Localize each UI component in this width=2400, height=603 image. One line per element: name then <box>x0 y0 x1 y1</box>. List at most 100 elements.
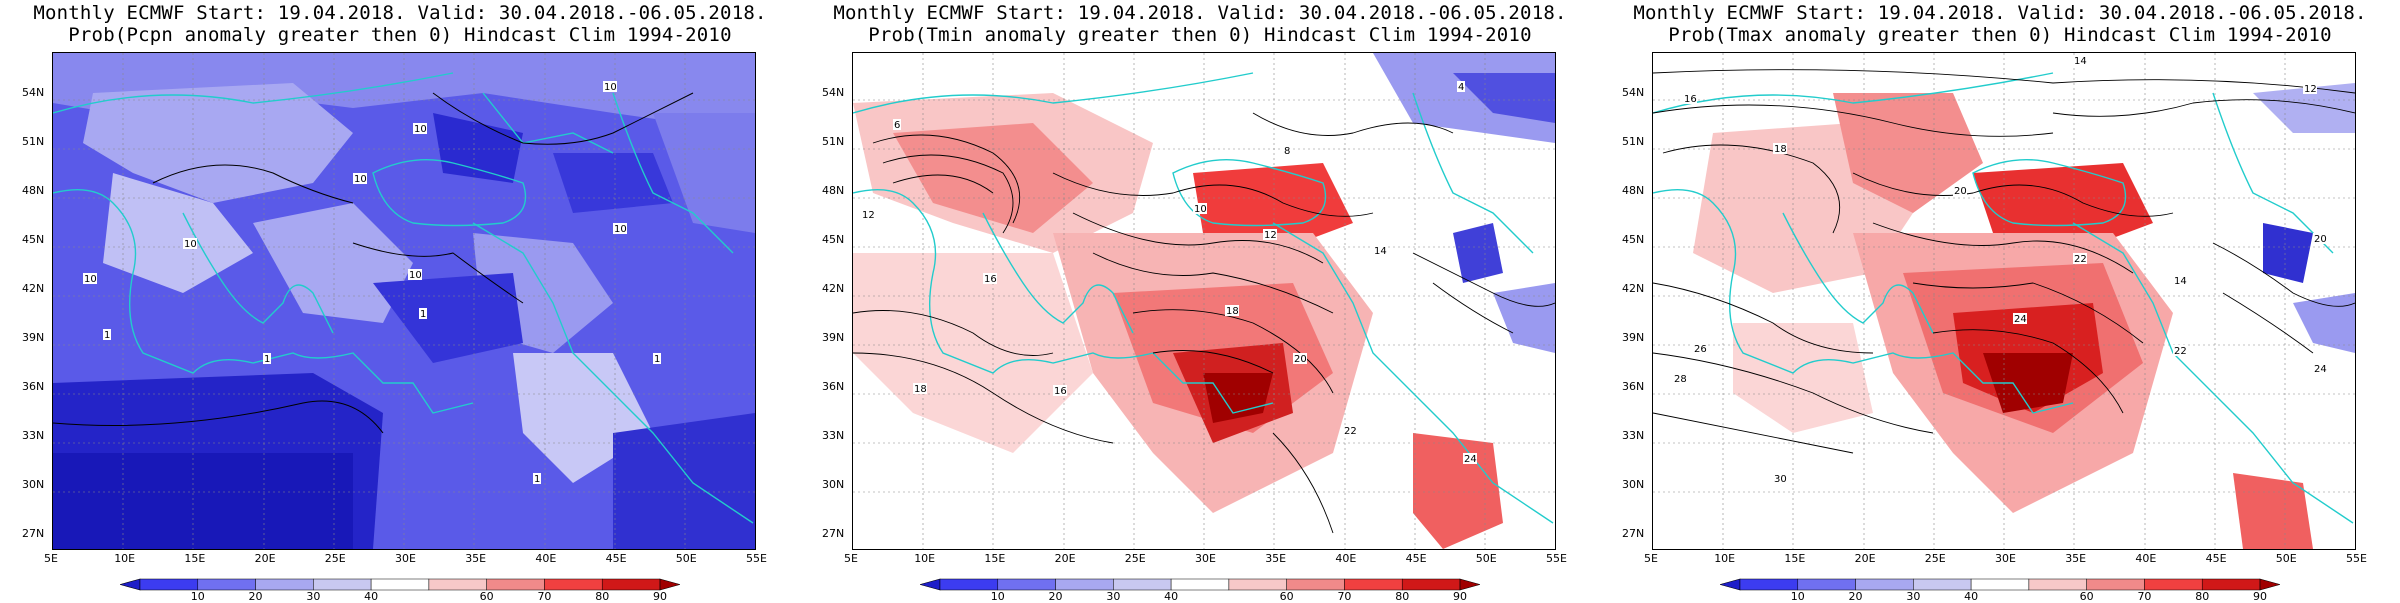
svg-text:12: 12 <box>2304 84 2317 95</box>
lon-label: 30E <box>1195 552 1216 565</box>
colorbar-segment <box>544 578 603 591</box>
lat-label: 36N <box>822 380 845 393</box>
precip-map-svg: 10 10 10 10 1 1 1 1 10 10 10 1 <box>53 53 755 549</box>
lat-label: 36N <box>22 380 45 393</box>
colorbar-label: 70 <box>537 590 552 603</box>
lat-label: 42N <box>822 282 845 295</box>
svg-text:6: 6 <box>894 120 900 131</box>
colorbar-min-arrow <box>120 578 141 591</box>
lat-label: 45N <box>1622 233 1645 246</box>
lon-label: 40E <box>1335 552 1357 565</box>
colorbar-label: 30 <box>306 590 321 603</box>
svg-text:14: 14 <box>2074 56 2087 67</box>
svg-text:20: 20 <box>1294 354 1307 365</box>
svg-text:14: 14 <box>2174 276 2187 287</box>
colorbar-segment <box>2201 578 2261 591</box>
svg-text:22: 22 <box>2174 346 2187 357</box>
colorbar-label: 30 <box>1106 590 1121 603</box>
lon-label: 10E <box>1714 552 1736 565</box>
colorbar-max-arrow <box>659 578 680 591</box>
colorbar-label: 20 <box>248 590 263 603</box>
colorbar-label: 10 <box>1790 590 1805 603</box>
lon-label: 50E <box>1475 552 1497 565</box>
colorbar-segment <box>939 578 999 591</box>
colorbar-segment <box>486 578 545 591</box>
colorbar-segment <box>1286 578 1345 591</box>
map-tmin: 4 6 8 10 12 14 16 18 20 22 24 18 16 12 <box>852 52 1556 550</box>
svg-text:16: 16 <box>1684 94 1697 105</box>
svg-text:4: 4 <box>1458 82 1464 93</box>
svg-text:10: 10 <box>1194 204 1207 215</box>
colorbar-label: 90 <box>1453 590 1467 603</box>
lon-label: 55E <box>2346 552 2367 565</box>
svg-text:24: 24 <box>1464 454 1477 465</box>
panel-title-line1: Monthly ECMWF Start: 19.04.2018. Valid: … <box>833 2 1567 24</box>
contour-label: 1 <box>264 354 270 365</box>
svg-text:22: 22 <box>2074 254 2087 265</box>
panel-title-line2: Prob(Tmin anomaly greater then 0) Hindca… <box>868 24 1532 46</box>
colorbar-segment <box>1855 578 1914 591</box>
svg-text:14: 14 <box>1374 246 1387 257</box>
colorbar-max-arrow <box>2259 578 2280 591</box>
colorbar-label: 20 <box>1848 590 1863 603</box>
svg-text:16: 16 <box>984 274 997 285</box>
colorbar-segment <box>197 578 256 591</box>
lon-label: 45E <box>1405 552 1427 565</box>
colorbar-segment <box>1113 578 1172 591</box>
colorbar-segment <box>997 578 1056 591</box>
svg-text:18: 18 <box>1774 144 1787 155</box>
lon-label: 25E <box>1924 552 1946 565</box>
svg-text:18: 18 <box>1226 306 1239 317</box>
lat-label: 42N <box>1622 282 1645 295</box>
lon-label: 20E <box>1854 552 1876 565</box>
colorbar <box>1720 578 2280 591</box>
panel-pcpn: Monthly ECMWF Start: 19.04.2018. Valid: … <box>0 0 800 600</box>
colorbar-segment <box>1170 578 1230 591</box>
svg-text:24: 24 <box>2314 364 2327 375</box>
contour-label: 10 <box>414 124 427 135</box>
colorbar-label: 60 <box>1279 590 1294 603</box>
lat-label: 30N <box>22 478 45 491</box>
contour-label: 10 <box>354 174 367 185</box>
lon-label: 35E <box>1265 552 1287 565</box>
lon-label: 45E <box>2205 552 2227 565</box>
lat-label: 30N <box>822 478 845 491</box>
contour-label: 10 <box>184 239 197 250</box>
lat-label: 48N <box>22 184 45 197</box>
lat-label: 33N <box>22 429 45 442</box>
contour-label: 1 <box>654 354 660 365</box>
lat-label: 45N <box>822 233 845 246</box>
lat-label: 48N <box>1622 184 1645 197</box>
colorbar-segment <box>139 578 199 591</box>
lat-label: 27N <box>1622 527 1645 540</box>
lon-label: 15E <box>984 552 1006 565</box>
lon-label: 20E <box>1054 552 1076 565</box>
lat-label: 39N <box>1622 331 1645 344</box>
lon-label: 45E <box>605 552 627 565</box>
lat-label: 54N <box>22 86 45 99</box>
contour-label: 10 <box>84 274 97 285</box>
lon-label: 30E <box>395 552 416 565</box>
panel-tmin: Monthly ECMWF Start: 19.04.2018. Valid: … <box>800 0 1600 600</box>
panel-title-line2: Prob(Tmax anomaly greater then 0) Hindca… <box>1668 24 2332 46</box>
lon-label: 5E <box>44 552 58 565</box>
lat-label: 45N <box>22 233 45 246</box>
map-pcpn: 10 10 10 10 1 1 1 1 10 10 10 1 <box>52 52 756 550</box>
panel-title-line2: Prob(Pcpn anomaly greater then 0) Hindca… <box>68 24 732 46</box>
panel-title-line1: Monthly ECMWF Start: 19.04.2018. Valid: … <box>33 2 767 24</box>
lon-label: 35E <box>465 552 487 565</box>
colorbar-label: 60 <box>2079 590 2094 603</box>
panel-title-line1: Monthly ECMWF Start: 19.04.2018. Valid: … <box>1633 2 2367 24</box>
colorbar-label: 30 <box>1906 590 1921 603</box>
lat-label: 39N <box>22 331 45 344</box>
tmax-map-svg: 14 12 16 18 20 22 24 26 28 30 24 22 14 2… <box>1653 53 2355 549</box>
colorbar-label: 40 <box>1164 590 1179 603</box>
lat-label: 51N <box>22 135 45 148</box>
lat-label: 42N <box>22 282 45 295</box>
contour-label: 10 <box>614 224 627 235</box>
svg-text:22: 22 <box>1344 426 1357 437</box>
contour-label: 10 <box>604 82 617 93</box>
colorbar-segment <box>255 578 314 591</box>
lon-label: 35E <box>2065 552 2087 565</box>
lon-label: 25E <box>324 552 346 565</box>
